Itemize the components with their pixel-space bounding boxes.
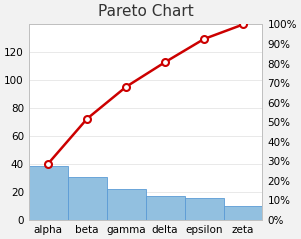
Bar — [68, 177, 107, 220]
Bar — [29, 166, 68, 220]
Bar — [224, 206, 262, 220]
Title: Pareto Chart: Pareto Chart — [98, 4, 194, 19]
Bar — [146, 196, 185, 220]
Bar — [107, 189, 146, 220]
Bar — [185, 198, 224, 220]
